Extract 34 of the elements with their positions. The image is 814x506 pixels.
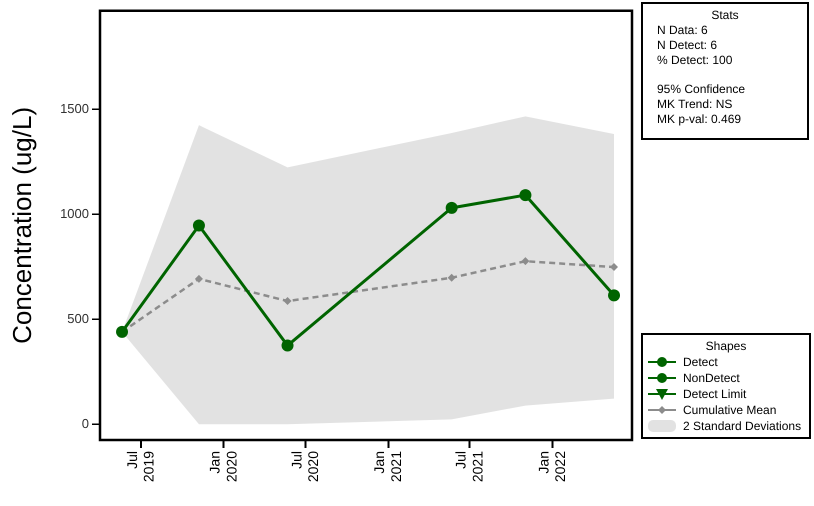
text: MK Trend: NS	[657, 97, 734, 112]
x-tick-label: Jul 2020	[288, 450, 322, 482]
legend-label: Cumulative Mean	[683, 403, 776, 417]
y-tick-label: 500	[67, 310, 89, 326]
legend-label: Detect	[683, 355, 718, 369]
x-tick-label: Jul 2021	[452, 450, 486, 482]
point	[194, 274, 203, 283]
text: MK p-val: 0.469	[657, 112, 742, 127]
point	[282, 340, 294, 352]
x-tick-label: Jan 2021	[371, 450, 404, 482]
y-axis-title: Concentration (ug/L)	[6, 106, 37, 344]
point	[519, 189, 532, 202]
point	[284, 297, 292, 306]
point	[521, 257, 530, 266]
x-tick-label: Jul 2019	[124, 450, 157, 482]
point	[192, 220, 205, 232]
text: Stats	[710, 8, 740, 23]
point	[610, 263, 618, 272]
point	[448, 274, 456, 282]
legend-title: Shapes	[704, 338, 748, 354]
text: N Data: 6	[657, 23, 709, 38]
x-tick-label: Jan 2022	[535, 450, 568, 482]
text: N Detect: 6	[657, 38, 718, 53]
legend-label: NonDetect	[683, 371, 740, 385]
y-tick-label: 1000	[60, 206, 89, 221]
text: 95% Confidence	[657, 82, 746, 97]
y-tick-label: 1500	[60, 101, 89, 116]
point	[608, 289, 620, 302]
x-tick-label: Jan 2020	[206, 450, 240, 482]
y-tick-label: 0	[82, 416, 89, 431]
point	[446, 202, 458, 214]
text: % Detect: 100	[657, 53, 734, 68]
legend-label: Detect Limit	[683, 387, 746, 401]
text: 2 Standard Deviations	[683, 419, 802, 433]
